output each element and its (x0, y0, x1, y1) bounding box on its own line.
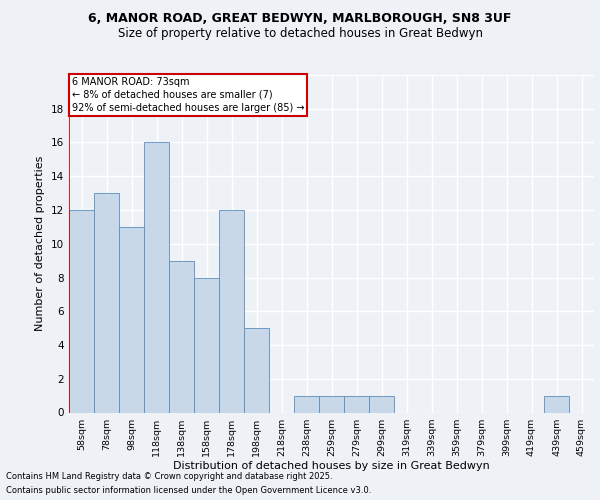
Bar (219, 210, 244, 412)
Bar (344, 396, 369, 412)
Y-axis label: Number of detached properties: Number of detached properties (35, 156, 46, 332)
Text: Contains public sector information licensed under the Open Government Licence v3: Contains public sector information licen… (6, 486, 371, 495)
X-axis label: Distribution of detached houses by size in Great Bedwyn: Distribution of detached houses by size … (173, 462, 490, 471)
Bar (94, 193, 119, 412)
Bar (69, 210, 94, 412)
Text: 6 MANOR ROAD: 73sqm
← 8% of detached houses are smaller (7)
92% of semi-detached: 6 MANOR ROAD: 73sqm ← 8% of detached hou… (71, 76, 304, 113)
Bar (294, 396, 319, 412)
Bar (119, 227, 144, 412)
Bar (544, 396, 569, 412)
Bar (194, 278, 219, 412)
Text: Contains HM Land Registry data © Crown copyright and database right 2025.: Contains HM Land Registry data © Crown c… (6, 472, 332, 481)
Text: Size of property relative to detached houses in Great Bedwyn: Size of property relative to detached ho… (118, 28, 482, 40)
Bar (369, 396, 394, 412)
Bar (169, 260, 194, 412)
Bar (319, 396, 344, 412)
Bar (144, 142, 169, 412)
Text: 6, MANOR ROAD, GREAT BEDWYN, MARLBOROUGH, SN8 3UF: 6, MANOR ROAD, GREAT BEDWYN, MARLBOROUGH… (88, 12, 512, 26)
Bar (244, 328, 269, 412)
